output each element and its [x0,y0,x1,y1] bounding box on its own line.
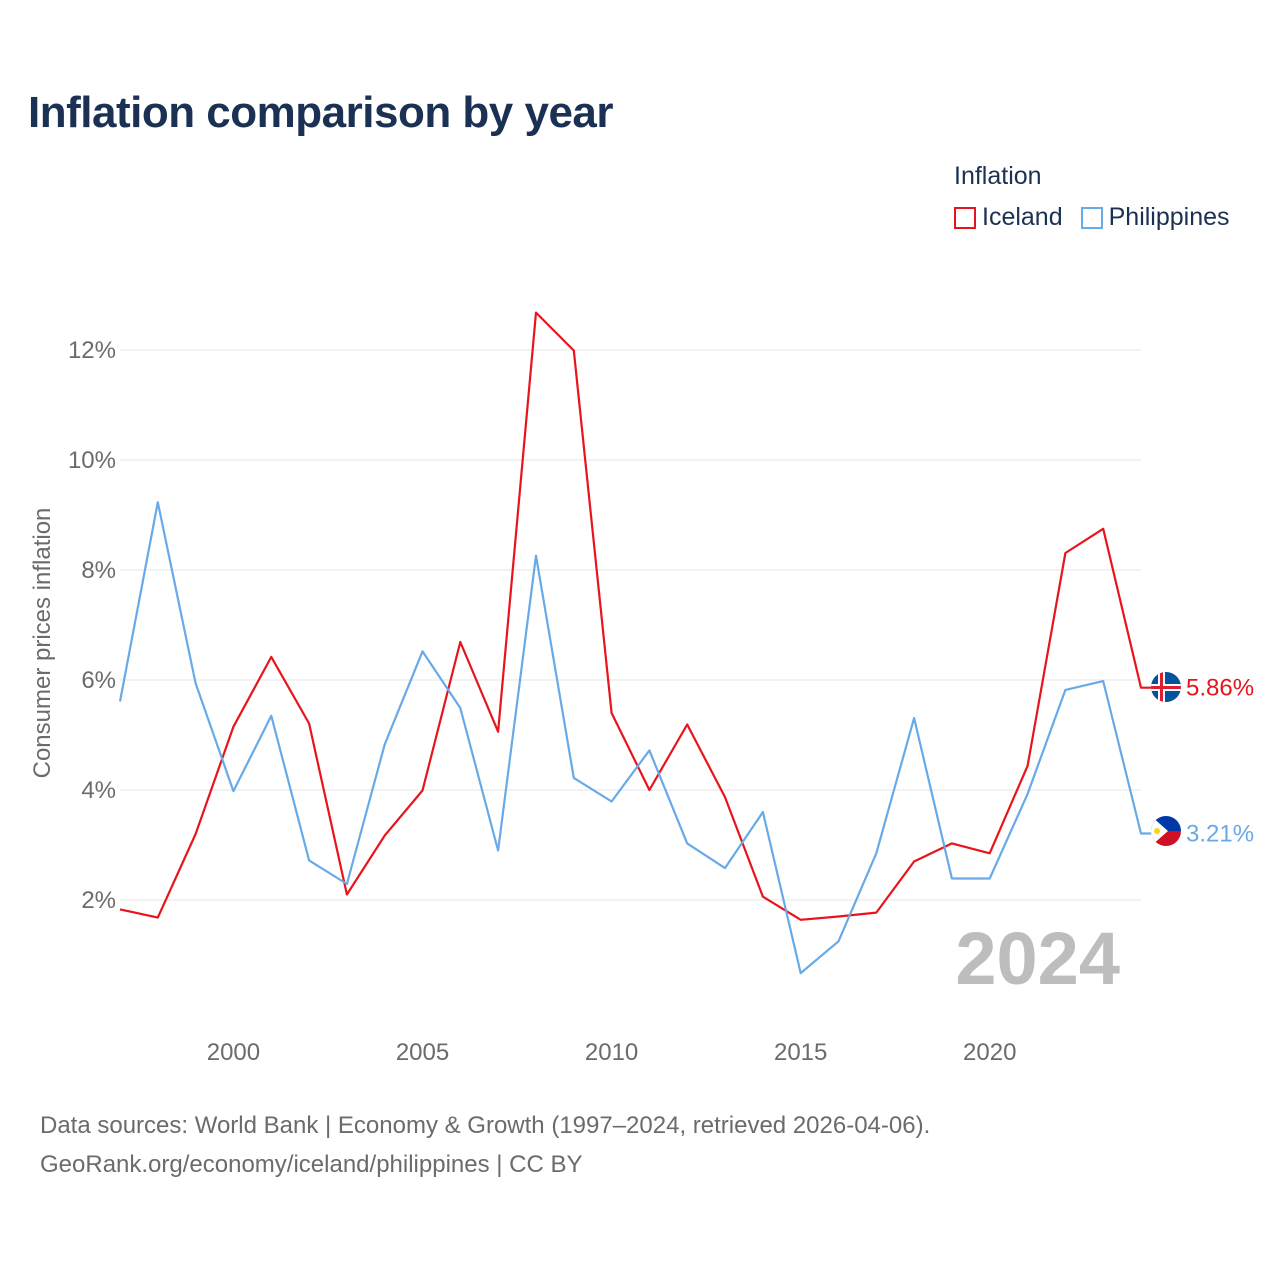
data-point-iceland-2009[interactable] [571,348,577,354]
data-point-philippines-2024[interactable] [1138,830,1144,836]
data-point-philippines-1999[interactable] [193,680,199,686]
data-point-philippines-1998[interactable] [155,499,161,505]
data-point-philippines-2019[interactable] [949,876,955,882]
data-point-philippines-2011[interactable] [646,747,652,753]
data-point-iceland-2002[interactable] [306,720,312,726]
data-point-iceland-2007[interactable] [495,729,501,735]
year-watermark: 2024 [955,917,1120,1000]
data-point-philippines-2003[interactable] [344,881,350,887]
data-point-iceland-2003[interactable] [344,892,350,898]
legend-item-philippines[interactable]: Philippines [1080,203,1230,232]
legend-label-philippines: Philippines [1108,203,1230,231]
data-point-iceland-2023[interactable] [1100,526,1106,532]
end-label-iceland: 5.86% [1186,675,1254,702]
y-tick-label-10: 10% [68,447,116,474]
legend-swatch-philippines [1080,206,1103,229]
data-point-iceland-2012[interactable] [684,722,690,728]
data-point-philippines-2017[interactable] [873,850,879,856]
data-point-philippines-2022[interactable] [1062,687,1068,693]
x-tick-label-2010: 2010 [585,1039,638,1066]
x-tick-label-2005: 2005 [396,1039,449,1066]
legend-item-iceland[interactable]: Iceland [954,203,1063,232]
data-point-iceland-2015[interactable] [798,917,804,923]
footer: Data sources: World Bank | Economy & Gro… [40,1106,930,1184]
data-point-philippines-2020[interactable] [987,876,993,882]
x-tick-label-2000: 2000 [207,1039,260,1066]
data-point-iceland-1999[interactable] [193,831,199,837]
source-note: Data sources: World Bank | Economy & Gro… [40,1112,931,1139]
data-point-iceland-2017[interactable] [873,910,879,916]
data-point-philippines-2005[interactable] [420,648,426,654]
data-point-philippines-2006[interactable] [457,705,463,711]
data-point-iceland-2000[interactable] [230,724,236,730]
y-tick-label-2: 2% [81,887,116,914]
data-point-iceland-1998[interactable] [155,915,161,921]
x-tick-label-2020: 2020 [963,1039,1016,1066]
line-chart: 2% 4% 6% 8% 10% 12% 2000 2005 2010 2015 2020 Consu… [29,310,1254,1066]
data-point-philippines-2001[interactable] [268,713,274,719]
data-point-iceland-2005[interactable] [420,788,426,794]
data-point-philippines-2013[interactable] [722,865,728,871]
data-point-iceland-2011[interactable] [646,787,652,793]
data-point-iceland-1997[interactable] [117,906,123,912]
data-point-iceland-2001[interactable] [268,654,274,660]
y-tick-label-12: 12% [68,337,116,364]
end-label-philippines: 3.21% [1186,820,1254,847]
data-point-iceland-2024[interactable] [1138,685,1144,691]
data-point-philippines-2018[interactable] [911,715,917,721]
data-point-iceland-2013[interactable] [722,794,728,800]
data-point-iceland-2019[interactable] [949,840,955,846]
legend-label-iceland: Iceland [982,203,1063,231]
data-point-philippines-2012[interactable] [684,840,690,846]
x-tick-label-2015: 2015 [774,1039,827,1066]
data-point-philippines-2002[interactable] [306,857,312,863]
data-point-philippines-2007[interactable] [495,848,501,854]
data-point-iceland-2016[interactable] [835,914,841,920]
data-point-philippines-2008[interactable] [533,553,539,559]
y-axis-label: Consumer prices inflation [29,508,56,779]
data-point-philippines-2016[interactable] [835,938,841,944]
data-point-iceland-2018[interactable] [911,859,917,865]
data-point-philippines-1997[interactable] [117,698,123,704]
philippines-flag-icon [1151,816,1181,846]
series-line-iceland [119,311,1151,921]
data-point-iceland-2020[interactable] [987,850,993,856]
legend: Inflation Iceland Philippines [954,162,1248,232]
legend-title: Inflation [954,162,1042,190]
data-point-philippines-2000[interactable] [230,788,236,794]
data-point-iceland-2021[interactable] [1025,763,1031,769]
iceland-flag-icon [1151,672,1181,702]
data-point-iceland-2008[interactable] [533,310,539,316]
data-point-philippines-2015[interactable] [798,970,804,976]
data-point-iceland-2010[interactable] [609,710,615,716]
y-tick-label-8: 8% [81,557,116,584]
data-point-philippines-2009[interactable] [571,775,577,781]
y-tick-label-4: 4% [81,777,116,804]
data-point-iceland-2014[interactable] [760,894,766,900]
data-point-iceland-2004[interactable] [382,833,388,839]
y-tick-label-6: 6% [81,667,116,694]
data-point-iceland-2022[interactable] [1062,550,1068,556]
data-point-philippines-2023[interactable] [1100,678,1106,684]
data-point-philippines-2021[interactable] [1025,791,1031,797]
chart-title: Inflation comparison by year [28,88,614,137]
source-link[interactable]: GeoRank.org/economy/iceland/philippines … [40,1151,583,1178]
series-line-philippines [118,501,1151,975]
data-point-philippines-2004[interactable] [382,741,388,747]
legend-swatch-iceland [954,206,976,229]
data-point-iceland-2006[interactable] [457,639,463,645]
data-point-philippines-2014[interactable] [760,809,766,815]
data-point-philippines-2010[interactable] [609,799,615,805]
